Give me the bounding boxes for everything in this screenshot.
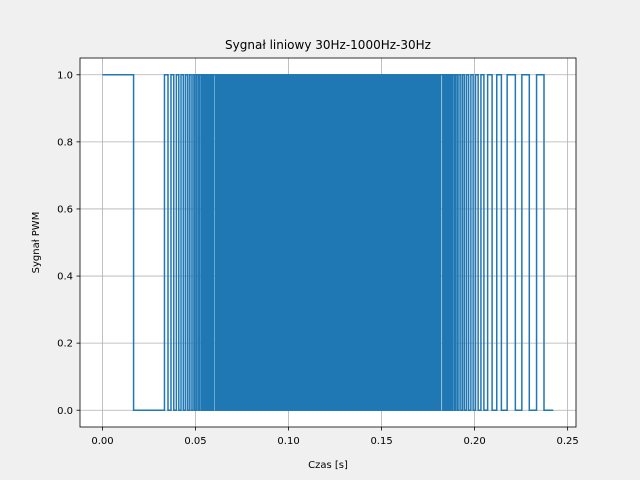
y-axis-label: Sygnał PWM [31,212,42,274]
y-tick-label: 1.0 [57,70,73,81]
pwm-dense-segment [214,74,442,411]
x-tick-label: 0.05 [184,436,206,447]
x-tick-label: 0.15 [370,436,392,447]
x-tick-label: 0.25 [556,436,578,447]
chart-title: Sygnał liniowy 30Hz-1000Hz-30Hz [225,38,431,52]
ticks-layer: 0.00 0.05 0.10 0.15 0.20 0.25 0.0 0.2 0.4 0.6 0.8 1… [57,70,579,447]
y-tick-label: 0.0 [57,406,73,417]
pwm-signal-line [441,74,554,411]
y-tick-label: 0.8 [57,137,73,148]
data-layer [102,74,554,411]
y-tick-label: 0.6 [57,205,73,216]
y-tick-label: 0.4 [57,272,73,283]
x-tick-label: 0.20 [463,436,485,447]
y-tick-label: 0.2 [57,339,73,350]
x-tick-label: 0.00 [91,436,113,447]
axes-frame [79,57,577,428]
pwm-signal-line [102,74,215,411]
x-axis-label: Czas [s] [308,460,348,471]
x-tick-label: 0.10 [277,436,299,447]
